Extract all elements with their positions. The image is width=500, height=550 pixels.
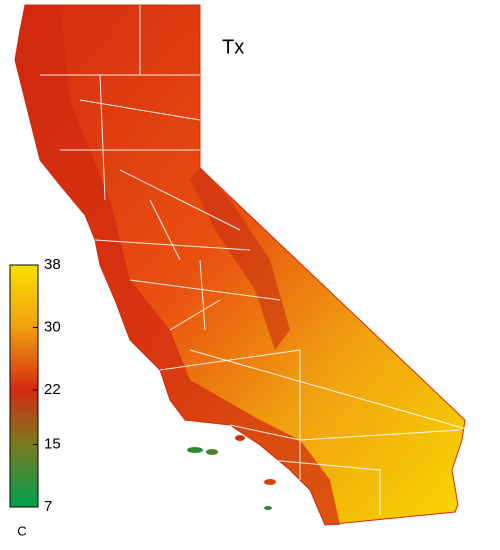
colorbar-tick-label: 15 xyxy=(44,436,61,453)
state xyxy=(14,4,471,526)
map-title: Tx xyxy=(222,36,244,58)
colorbar-tick-label: 38 xyxy=(44,256,61,273)
island xyxy=(206,449,218,455)
county-lines xyxy=(40,5,471,515)
colorbar xyxy=(9,264,39,508)
colorbar-tick-label: 22 xyxy=(44,381,61,398)
colorbar-unit: C xyxy=(17,523,26,538)
island xyxy=(264,506,272,510)
island xyxy=(264,479,276,485)
coast-band xyxy=(15,5,340,525)
islands xyxy=(187,435,276,510)
island xyxy=(235,435,245,441)
island xyxy=(187,447,203,453)
colorbar-tick-label: 7 xyxy=(44,498,52,515)
colorbar-tick-label: 30 xyxy=(44,318,61,335)
mountains xyxy=(190,168,290,350)
